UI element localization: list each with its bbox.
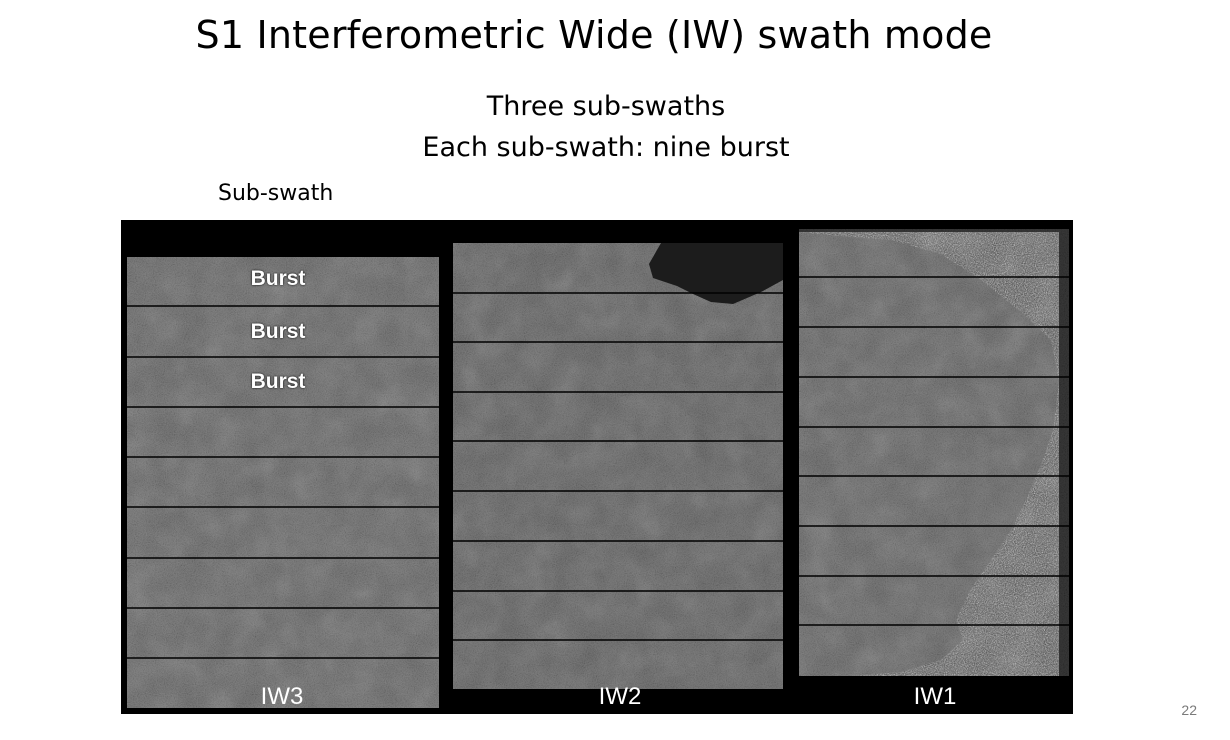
- page-number: 22: [1181, 702, 1197, 718]
- slide-title: S1 Interferometric Wide (IW) swath mode: [195, 13, 993, 57]
- burst-boundaries: [127, 276, 1069, 659]
- sar-swath-image: Burst Burst Burst IW3 IW2 IW1: [121, 220, 1073, 714]
- swath-iw1-strip: [799, 229, 1069, 676]
- subtitle-line-1: Three sub-swaths: [486, 91, 726, 122]
- burst-label-3: Burst: [250, 370, 306, 393]
- burst-label-2: Burst: [250, 320, 306, 343]
- swath-label-iw3: IW3: [260, 683, 304, 710]
- swath-graphic: [127, 229, 1069, 708]
- swath-iw3-strip: [127, 257, 439, 708]
- subtitle-line-2: Each sub-swath: nine burst: [422, 132, 790, 163]
- subswath-annotation: Sub-swath: [218, 181, 334, 206]
- swath-iw2-strip: [453, 243, 783, 689]
- swath-label-iw2: IW2: [598, 683, 642, 710]
- swath-label-iw1: IW1: [913, 683, 957, 710]
- burst-label-1: Burst: [250, 267, 306, 290]
- water-body-wash: [649, 243, 783, 304]
